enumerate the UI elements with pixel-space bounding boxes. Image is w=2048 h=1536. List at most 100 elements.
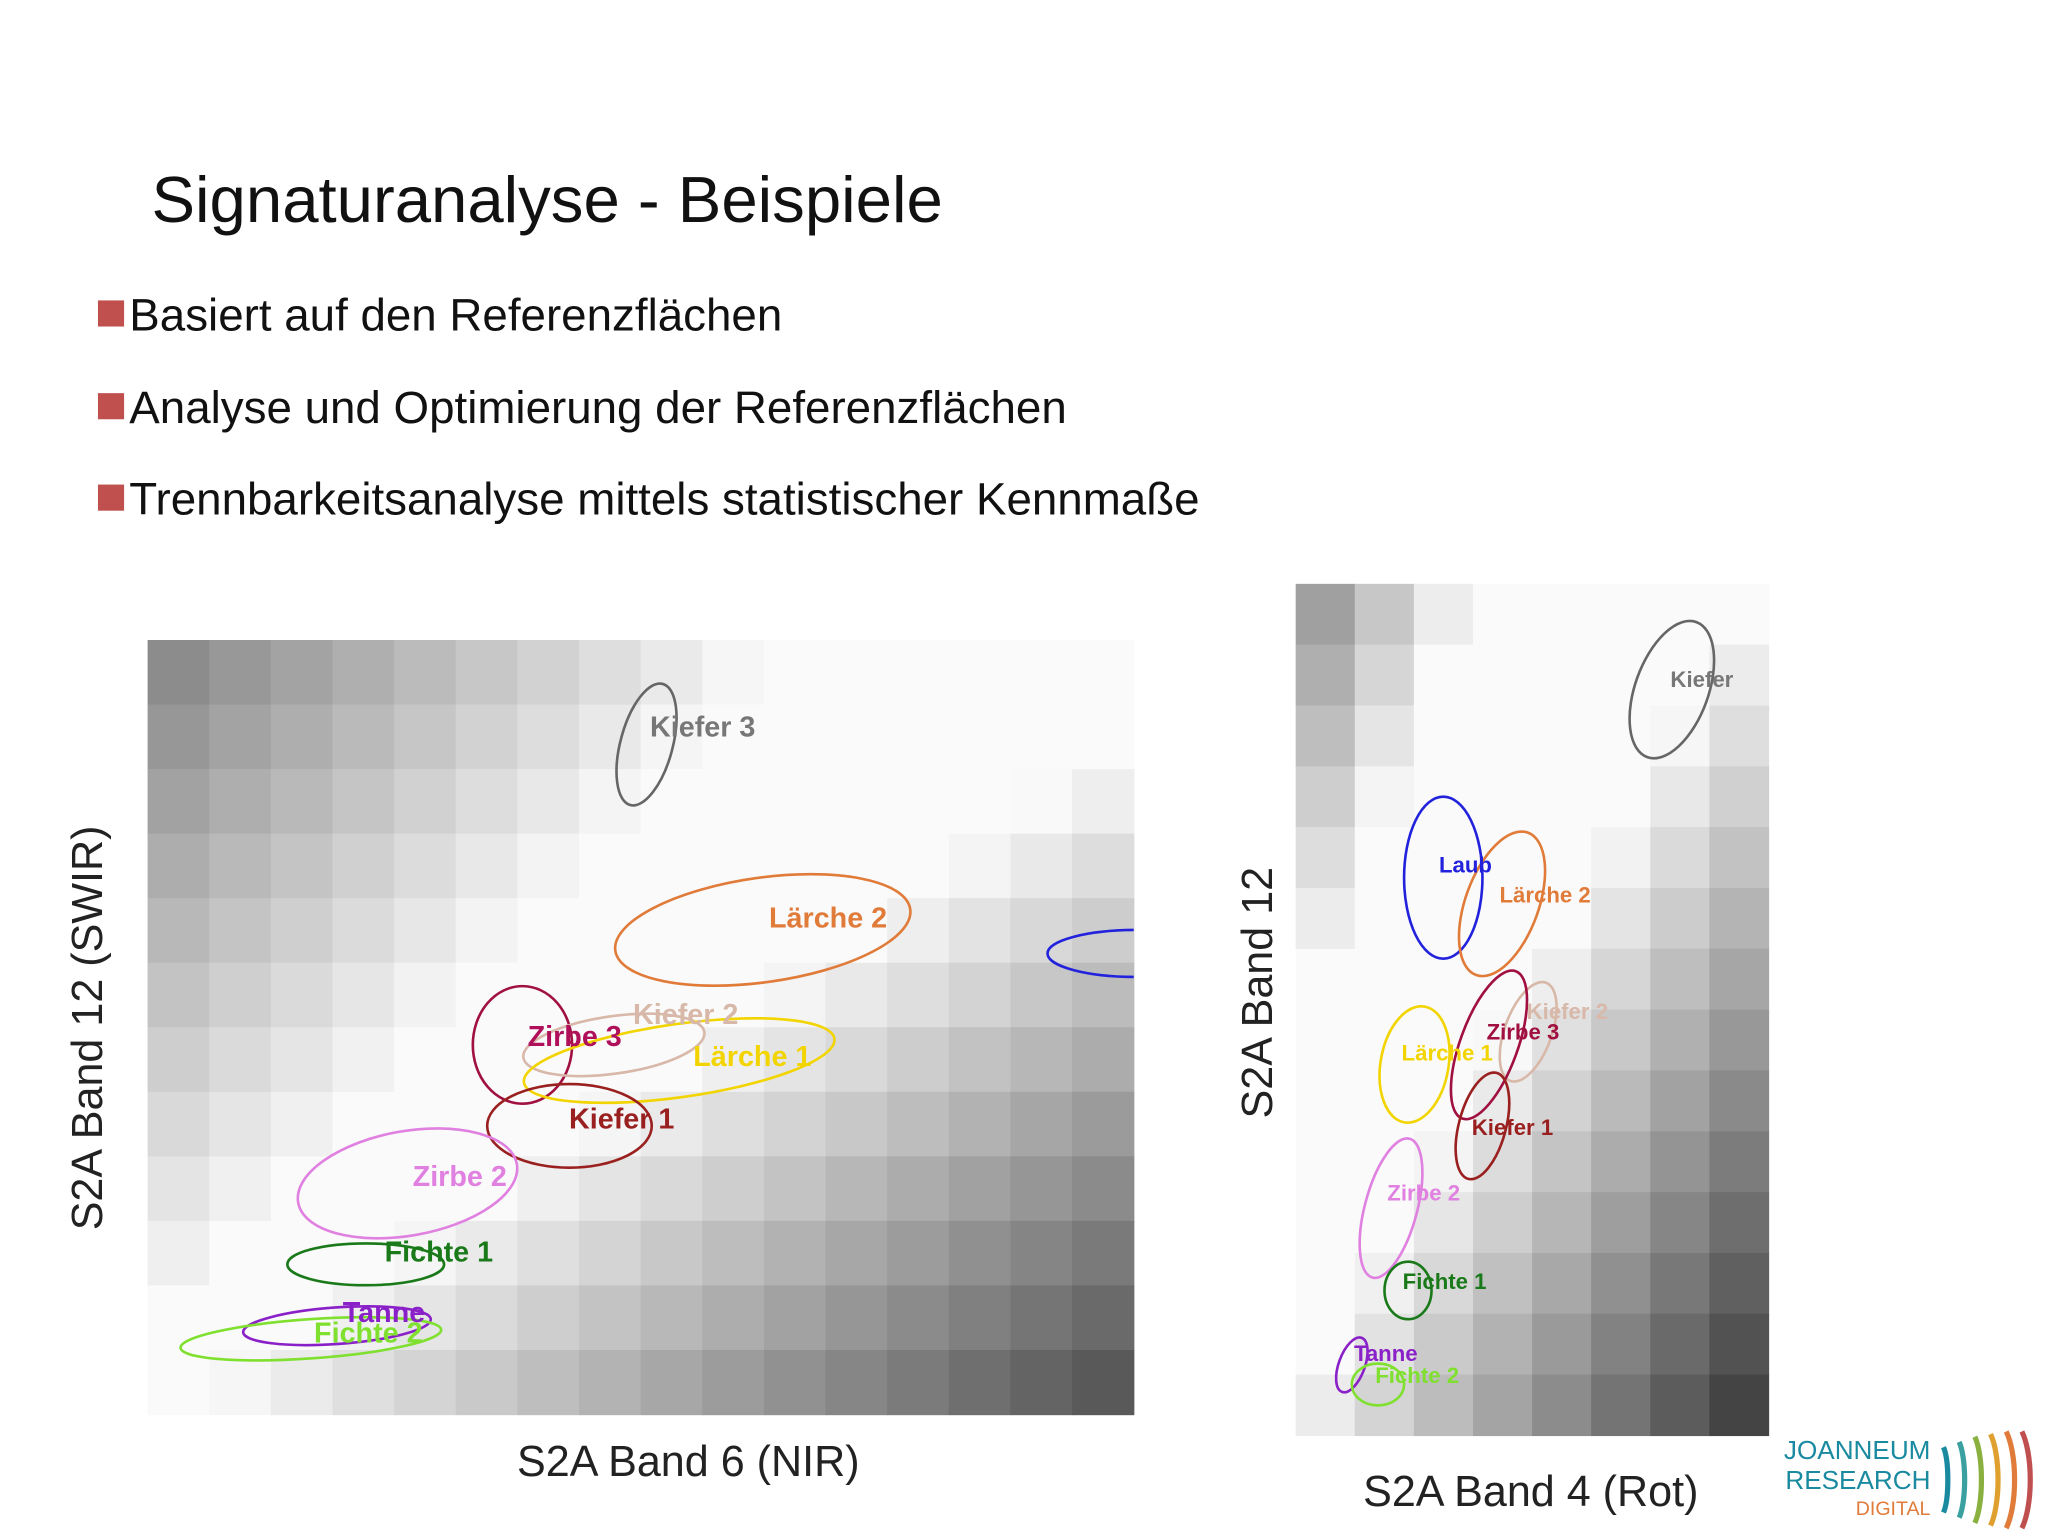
- background-cell: [270, 1027, 334, 1093]
- background-cell: [1532, 1374, 1592, 1437]
- ellipse: [1457, 830, 1547, 978]
- background-cell: [394, 1156, 457, 1222]
- background-cell: [517, 898, 580, 964]
- background-cell: [640, 962, 703, 1028]
- background-cell: [1472, 644, 1533, 707]
- background-cell: [825, 769, 888, 835]
- background-cell: [270, 640, 334, 706]
- background-cell: [1472, 1009, 1533, 1072]
- ellipse: [1378, 1005, 1451, 1124]
- background-cell: [1295, 705, 1356, 767]
- ellipse: [286, 1242, 446, 1287]
- background-cell: [1650, 1313, 1711, 1376]
- ellipse-label: Lärche 1: [693, 1041, 811, 1073]
- ellipse: [521, 1012, 706, 1078]
- background-cell: [948, 1156, 1012, 1222]
- background-cell: [147, 898, 210, 964]
- background-cell: [209, 898, 272, 964]
- background-cell: [332, 640, 395, 706]
- background-cell: [579, 1349, 642, 1416]
- bullet-icon: [97, 300, 125, 327]
- background-cell: [887, 1156, 950, 1222]
- ellipse-label: Lärche 2: [769, 902, 887, 934]
- background-cell: [948, 1285, 1012, 1351]
- ellipse: [1498, 980, 1558, 1083]
- background-cell: [1072, 704, 1135, 770]
- background-cell: [1472, 583, 1533, 646]
- background-cell: [147, 1027, 210, 1093]
- ellipse: [1046, 928, 1134, 979]
- background-cell: [209, 704, 272, 770]
- background-cell: [1295, 1313, 1356, 1376]
- background-cell: [702, 1349, 765, 1416]
- background-cell: [1413, 887, 1474, 950]
- background-cell: [1295, 827, 1356, 889]
- background-cell: [1709, 583, 1770, 646]
- background-cell: [579, 833, 642, 899]
- ellipse: [241, 1305, 433, 1347]
- background-cell: [209, 769, 272, 835]
- background-cell: [1072, 1285, 1135, 1351]
- background-cell: [209, 1285, 272, 1351]
- background-cell: [1413, 1070, 1474, 1132]
- background-cell: [702, 640, 765, 706]
- background-cell: [270, 704, 334, 770]
- background-cell: [763, 833, 827, 899]
- background-cell: [1650, 766, 1711, 828]
- background-cell: [702, 1027, 765, 1093]
- x-axis-label: S2A Band 4 (Rot): [1363, 1468, 1698, 1516]
- background-cell: [1010, 1091, 1073, 1158]
- background-cell: [1010, 1220, 1073, 1287]
- background-cell: [887, 1285, 950, 1351]
- background-cell: [1472, 1070, 1533, 1132]
- ellipse-label: Fichte 2: [1375, 1363, 1459, 1388]
- background-cell: [147, 769, 210, 835]
- background-cell: [1591, 948, 1651, 1011]
- background-cell: [1650, 948, 1711, 1011]
- background-cell: [394, 1027, 457, 1093]
- ellipse-label: Kiefer 2: [633, 999, 738, 1031]
- ellipse: [1383, 1260, 1433, 1321]
- ellipse: [1402, 795, 1484, 960]
- background-cell: [394, 833, 457, 899]
- ellipse: [1358, 1137, 1424, 1280]
- background-cell: [948, 1220, 1012, 1287]
- background-cell: [517, 1349, 580, 1416]
- ellipse-label: Zirbe 3: [528, 1021, 622, 1053]
- background-cell: [887, 1091, 950, 1158]
- background-cell: [332, 769, 395, 835]
- background-cell: [1010, 1285, 1073, 1351]
- background-cell: [1650, 1131, 1711, 1193]
- background-cell: [948, 1091, 1012, 1158]
- ellipse-label: Tanne: [343, 1297, 425, 1329]
- background-cell: [1532, 948, 1592, 1011]
- background-cell: [825, 898, 888, 964]
- ellipse: [296, 1127, 519, 1240]
- ellipse: [485, 1082, 654, 1169]
- background-cell: [455, 704, 519, 770]
- background-cell: [1532, 827, 1592, 889]
- ellipse-label: Zirbe 2: [1387, 1180, 1460, 1205]
- background-cell: [455, 833, 519, 899]
- background-cell: [579, 898, 642, 964]
- background-cell: [1072, 1220, 1135, 1287]
- background-cell: [394, 640, 457, 706]
- background-cell: [763, 1156, 827, 1222]
- background-cell: [1472, 1374, 1533, 1437]
- background-cell: [1295, 1070, 1356, 1132]
- background-cell: [147, 1156, 210, 1222]
- background-cell: [1532, 1070, 1592, 1132]
- background-cell: [763, 1349, 827, 1416]
- background-cell: [517, 1220, 580, 1287]
- background-cell: [1010, 898, 1073, 964]
- background-cell: [763, 1220, 827, 1287]
- background-cell: [640, 1285, 703, 1351]
- bullet-text: Trennbarkeitsanalyse mittels statistisch…: [129, 474, 1199, 525]
- logo-text: DIGITAL: [1856, 1498, 1931, 1520]
- background-cell: [1709, 1009, 1770, 1072]
- ellipse: [1449, 969, 1529, 1121]
- background-cell: [1472, 1192, 1533, 1254]
- background-cell: [517, 1285, 580, 1351]
- background-cell: [1413, 1009, 1474, 1072]
- background-cell: [1472, 1313, 1533, 1376]
